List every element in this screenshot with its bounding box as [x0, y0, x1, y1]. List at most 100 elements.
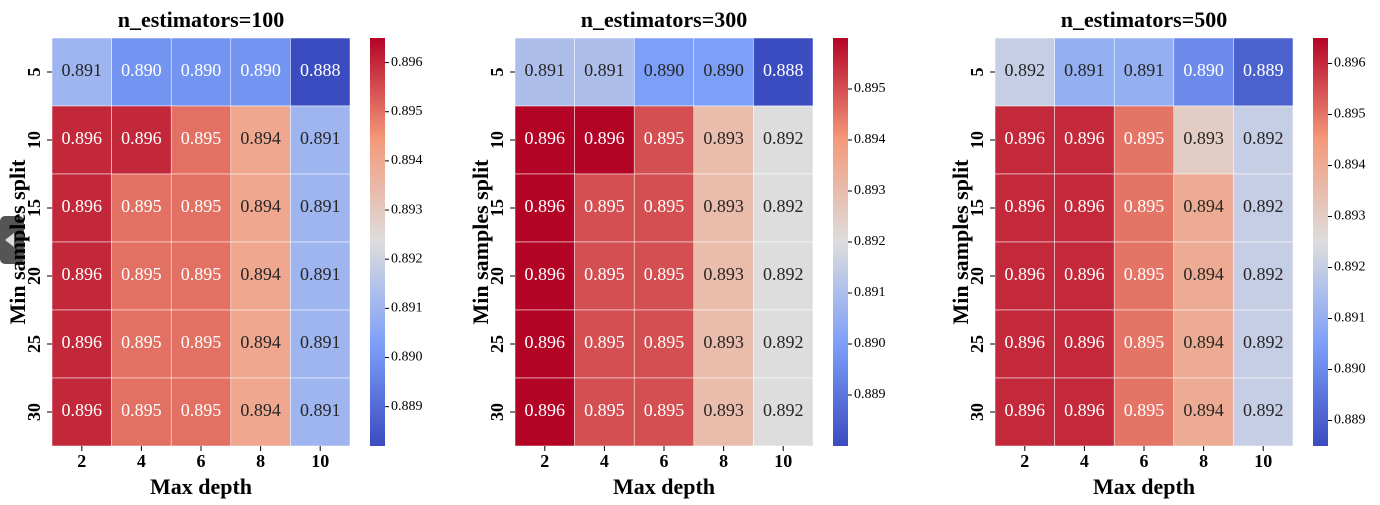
heatmap-cell: [693, 309, 754, 379]
x-tick-label: 10: [311, 451, 329, 471]
y-tick-label: 5: [24, 68, 44, 77]
cell-label: 0.891: [300, 264, 341, 284]
cell-label: 0.889: [1243, 60, 1284, 80]
cell-label: 0.892: [1005, 60, 1046, 80]
heatmap-cell: [1054, 37, 1115, 107]
y-tick-label: 25: [487, 335, 507, 353]
cell-label: 0.895: [181, 264, 222, 284]
cell-label: 0.894: [1183, 196, 1224, 216]
cell-label: 0.896: [1064, 196, 1105, 216]
cell-label: 0.896: [1005, 332, 1046, 352]
x-axis-label: Max depth: [150, 474, 252, 499]
heatmap-cell: [1173, 105, 1234, 175]
cell-label: 0.892: [1243, 196, 1284, 216]
heatmap-cell: [1173, 377, 1234, 447]
cell-label: 0.895: [584, 196, 625, 216]
cell-label: 0.896: [525, 332, 566, 352]
heatmap-cell: [994, 377, 1055, 447]
x-axis-label: Max depth: [1093, 474, 1195, 499]
x-tick-label: 8: [719, 451, 728, 471]
y-tick-label: 10: [967, 131, 987, 149]
colorbar-tick-label: 0.891: [1334, 311, 1366, 326]
x-tick-label: 4: [600, 451, 609, 471]
y-tick-label: 15: [967, 199, 987, 217]
y-tick-label: 20: [967, 267, 987, 285]
heatmap-cell: [170, 37, 232, 107]
x-tick-label: 2: [1020, 451, 1029, 471]
cell-label: 0.895: [181, 332, 222, 352]
cell-label: 0.896: [525, 264, 566, 284]
x-tick-label: 8: [1199, 451, 1208, 471]
heatmap-cell: [1054, 173, 1115, 243]
colorbar-tick-label: 0.889: [391, 399, 423, 414]
colorbar: [1313, 38, 1328, 446]
heatmap-cell: [693, 105, 754, 175]
colorbar: [833, 38, 848, 446]
cell-label: 0.894: [240, 400, 281, 420]
side-tab[interactable]: [0, 216, 24, 264]
heatmap-cell: [633, 37, 695, 107]
colorbar-tick-label: 0.894: [1334, 158, 1366, 173]
heatmap-cell: [574, 309, 635, 379]
heatmap-cell: [1173, 309, 1234, 379]
colorbar-tick-label: 0.895: [391, 104, 423, 119]
heatmap-cell: [51, 105, 112, 175]
cell-label: 0.895: [121, 264, 162, 284]
cell-label: 0.891: [584, 60, 625, 80]
cell-label: 0.891: [1064, 60, 1105, 80]
heatmap-cell: [753, 377, 814, 447]
cell-label: 0.896: [62, 128, 103, 148]
heatmap-cell: [1233, 37, 1294, 107]
colorbar-tick-label: 0.896: [1334, 56, 1366, 71]
cell-label: 0.890: [1183, 60, 1224, 80]
heatmap-cell: [994, 241, 1055, 311]
cell-label: 0.892: [763, 196, 804, 216]
cell-label: 0.895: [181, 128, 222, 148]
heatmap-cell: [753, 241, 814, 311]
x-tick-label: 8: [256, 451, 265, 471]
cell-label: 0.892: [763, 264, 804, 284]
cell-label: 0.894: [1183, 264, 1224, 284]
cell-label: 0.891: [300, 196, 341, 216]
cell-label: 0.896: [1005, 400, 1046, 420]
cell-label: 0.888: [300, 60, 341, 80]
cell-label: 0.896: [1005, 196, 1046, 216]
heatmap-cell: [170, 105, 232, 175]
cell-label: 0.895: [121, 400, 162, 420]
cell-label: 0.896: [1005, 264, 1046, 284]
x-tick-label: 6: [1140, 451, 1149, 471]
cell-label: 0.890: [121, 60, 162, 80]
cell-label: 0.891: [300, 332, 341, 352]
heatmap-cell: [1054, 105, 1115, 175]
heatmap-cell: [51, 241, 112, 311]
y-tick-label: 20: [487, 267, 507, 285]
heatmap-cell: [1113, 173, 1175, 243]
cell-label: 0.890: [240, 60, 281, 80]
cell-label: 0.892: [1243, 264, 1284, 284]
cell-label: 0.896: [121, 128, 162, 148]
cell-label: 0.895: [121, 196, 162, 216]
heatmap-cell: [230, 241, 291, 311]
y-axis-label: Min samples split: [5, 159, 30, 325]
cell-label: 0.894: [240, 332, 281, 352]
x-tick-label: 2: [540, 451, 549, 471]
cell-label: 0.893: [1183, 128, 1224, 148]
cell-label: 0.892: [1243, 332, 1284, 352]
y-tick-label: 30: [24, 403, 44, 421]
heatmap-cell: [514, 377, 575, 447]
cell-label: 0.895: [644, 400, 685, 420]
colorbar-tick-label: 0.890: [1334, 362, 1366, 377]
heatmap-cell: [290, 309, 351, 379]
y-tick-label: 15: [487, 199, 507, 217]
heatmap-cell: [1113, 377, 1175, 447]
cell-label: 0.896: [62, 264, 103, 284]
colorbar: [370, 38, 385, 446]
y-tick-label: 20: [24, 267, 44, 285]
cell-label: 0.893: [703, 128, 744, 148]
heatmap-cell: [1113, 105, 1175, 175]
heatmap-cell: [633, 173, 695, 243]
cell-label: 0.896: [1064, 400, 1105, 420]
colorbar-tick-label: 0.892: [854, 234, 886, 249]
heatmap-cell: [51, 309, 112, 379]
